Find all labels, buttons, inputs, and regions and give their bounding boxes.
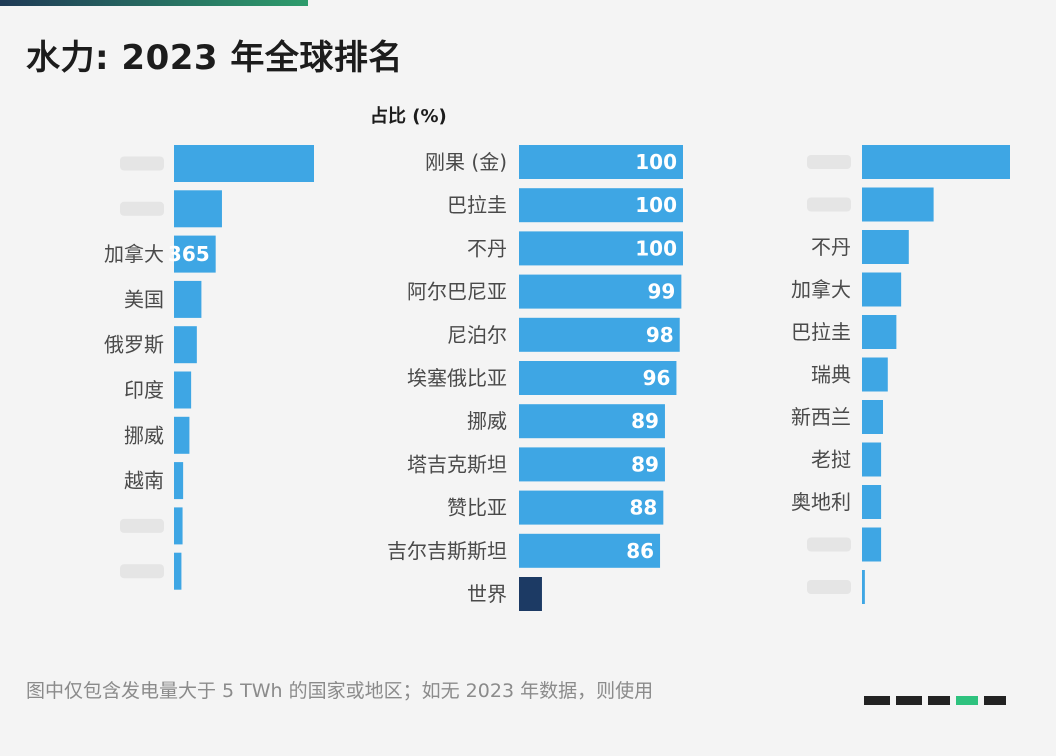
right-bar-5 [862,357,888,392]
right-bar-3 [862,272,902,307]
left-category-label-5: 印度 [124,378,164,402]
mid-category-label-7: 塔吉克斯坦 [407,452,507,476]
mid-bar-9 [519,533,661,568]
right-blurred-label-1 [807,197,851,212]
mid-bar-8 [519,490,664,525]
brand-logo [864,690,1030,706]
mid-bar-10 [519,577,542,611]
left-bar-7 [174,462,184,500]
left-bar-0 [174,145,314,182]
left-bar-1 [174,190,222,228]
left-category-label-6: 挪威 [124,423,164,447]
left-data-label-2: 365 [168,242,210,266]
mid-category-label-5: 埃塞俄比亚 [407,366,507,390]
mid-category-label-10: 世界 [467,582,507,606]
mid-bar-5 [519,361,677,395]
mid-data-label-4: 98 [646,323,674,347]
mid-data-label-0: 100 [635,150,677,174]
right-category-label-3: 加拿大 [791,278,851,302]
mid-data-label-7: 89 [631,452,659,476]
left-blurred-label-8 [120,518,164,533]
right-bar-8 [862,485,882,519]
right-category-label-8: 奥地利 [791,490,851,514]
left-bar-4 [174,326,197,364]
mid-category-label-0: 刚果 (金) [425,150,507,174]
left-bar-5 [174,371,192,409]
right-blurred-label-9 [807,537,851,552]
mid-data-label-3: 99 [648,280,676,304]
right-blurred-label-0 [807,155,851,169]
mid-data-label-1: 100 [635,193,677,217]
right-bar-9 [862,527,882,562]
left-category-label-3: 美国 [124,287,164,311]
mid-bar-0 [519,145,683,179]
mid-category-label-2: 不丹 [467,236,507,260]
mid-bar-3 [519,274,682,309]
top-accent-bar [0,0,308,6]
right-bar-4 [862,315,897,349]
right-category-label-6: 新西兰 [791,405,851,429]
chart-title-share: 占比 (%) [370,106,447,127]
mid-bar-2 [519,231,683,266]
left-category-label-2: 加拿大 [104,242,164,266]
left-bar-2 [174,235,216,273]
left-bar-3 [174,280,202,318]
mid-data-label-9: 86 [626,539,654,563]
page-title: 水力: 2023 年全球排名 [26,38,403,78]
mid-category-label-3: 阿尔巴尼亚 [407,280,507,304]
right-category-label-5: 瑞典 [811,363,851,387]
mid-data-label-5: 96 [643,366,671,390]
mid-bar-4 [519,317,680,352]
left-bar-9 [174,552,182,590]
footnote: 图中仅包含发电量大于 5 TWh 的国家或地区；如无 2023 年数据，则使用 [26,680,654,702]
right-category-label-7: 老挝 [811,448,851,472]
left-category-label-7: 越南 [124,469,164,493]
right-category-label-4: 巴拉圭 [791,320,851,344]
mid-category-label-9: 吉尔吉斯斯坦 [387,539,507,563]
mid-bar-1 [519,188,683,223]
mid-category-label-4: 尼泊尔 [447,323,507,347]
mid-bar-6 [519,404,665,439]
mid-category-label-6: 挪威 [467,409,507,433]
left-category-label-4: 俄罗斯 [104,333,164,357]
mid-data-label-8: 88 [629,496,657,520]
left-bar-8 [174,507,183,545]
right-bar-6 [862,400,884,434]
mid-data-label-6: 89 [631,409,659,433]
right-bar-1 [862,187,934,222]
right-bar-7 [862,442,882,477]
left-bar-6 [174,416,190,454]
right-bar-0 [862,145,1010,179]
mid-category-label-8: 赞比亚 [447,496,507,520]
left-blurred-label-0 [120,156,164,171]
mid-bar-7 [519,447,665,482]
right-category-label-2: 不丹 [811,235,851,259]
left-blurred-label-1 [120,201,164,216]
mid-category-label-1: 巴拉圭 [447,193,507,217]
right-blurred-label-10 [807,580,851,594]
left-blurred-label-9 [120,564,164,579]
right-bar-10 [862,570,865,604]
right-bar-2 [862,230,909,264]
mid-data-label-2: 100 [635,236,677,260]
